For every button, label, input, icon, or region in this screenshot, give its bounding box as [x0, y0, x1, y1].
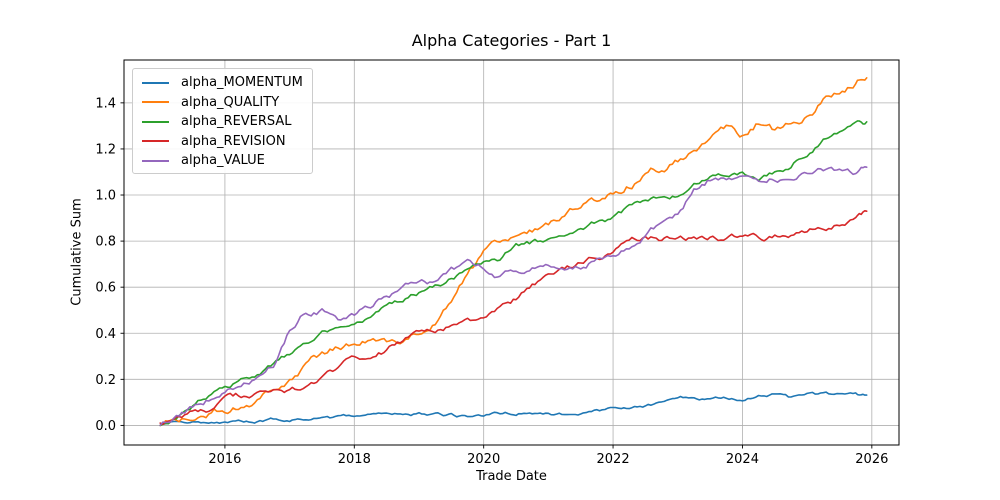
y-axis-label: Cumulative Sum: [69, 198, 85, 306]
legend-item-label: alpha_REVERSAL: [181, 114, 292, 130]
x-tick-label: 2024: [726, 452, 759, 467]
y-tick-label: 1.0: [95, 189, 116, 204]
legend-line-sample: [142, 159, 169, 162]
x-axis-label: Trade Date: [476, 469, 547, 484]
legend-item-alpha_VALUE: alpha_VALUE: [142, 151, 312, 171]
legend-item-alpha_REVERSAL: alpha_REVERSAL: [142, 112, 312, 132]
y-tick-label: 0.6: [95, 281, 116, 296]
series-line-alpha_VALUE: [159, 166, 868, 427]
legend-item-alpha_MOMENTUM: alpha_MOMENTUM: [142, 73, 312, 93]
x-tick-label: 2026: [855, 452, 888, 467]
plot-border: [123, 59, 900, 446]
y-tick-label: 0.2: [95, 373, 116, 388]
series-line-alpha_REVERSAL: [159, 120, 868, 427]
y-tick-label: 1.2: [95, 142, 116, 157]
legend-line-sample: [142, 120, 169, 123]
legend-line-sample: [142, 140, 169, 143]
x-tick-label: 2018: [338, 452, 371, 467]
legend-item-alpha_QUALITY: alpha_QUALITY: [142, 93, 312, 113]
chart-title: Alpha Categories - Part 1: [411, 31, 612, 50]
x-tick-label: 2020: [467, 452, 500, 467]
legend-item-label: alpha_QUALITY: [181, 94, 280, 110]
y-tick-label: 0.4: [95, 327, 116, 342]
legend: alpha_MOMENTUM alpha_QUALITY alpha_REVERSA…: [132, 68, 313, 174]
x-tick-label: 2016: [208, 452, 241, 467]
legend-item-label: alpha_REVISION: [181, 133, 286, 149]
legend-item-alpha_REVISION: alpha_REVISION: [142, 132, 312, 152]
y-tick-label: 1.4: [95, 96, 116, 111]
series-line-alpha_REVISION: [159, 210, 868, 426]
legend-line-sample: [142, 81, 169, 84]
legend-item-label: alpha_MOMENTUM: [181, 75, 303, 91]
y-tick-label: 0.0: [95, 419, 116, 434]
series-line-alpha_MOMENTUM: [159, 391, 868, 427]
legend-line-sample: [142, 101, 169, 104]
legend-item-label: alpha_VALUE: [181, 153, 265, 169]
y-tick-label: 0.8: [95, 235, 116, 250]
x-tick-label: 2022: [597, 452, 630, 467]
